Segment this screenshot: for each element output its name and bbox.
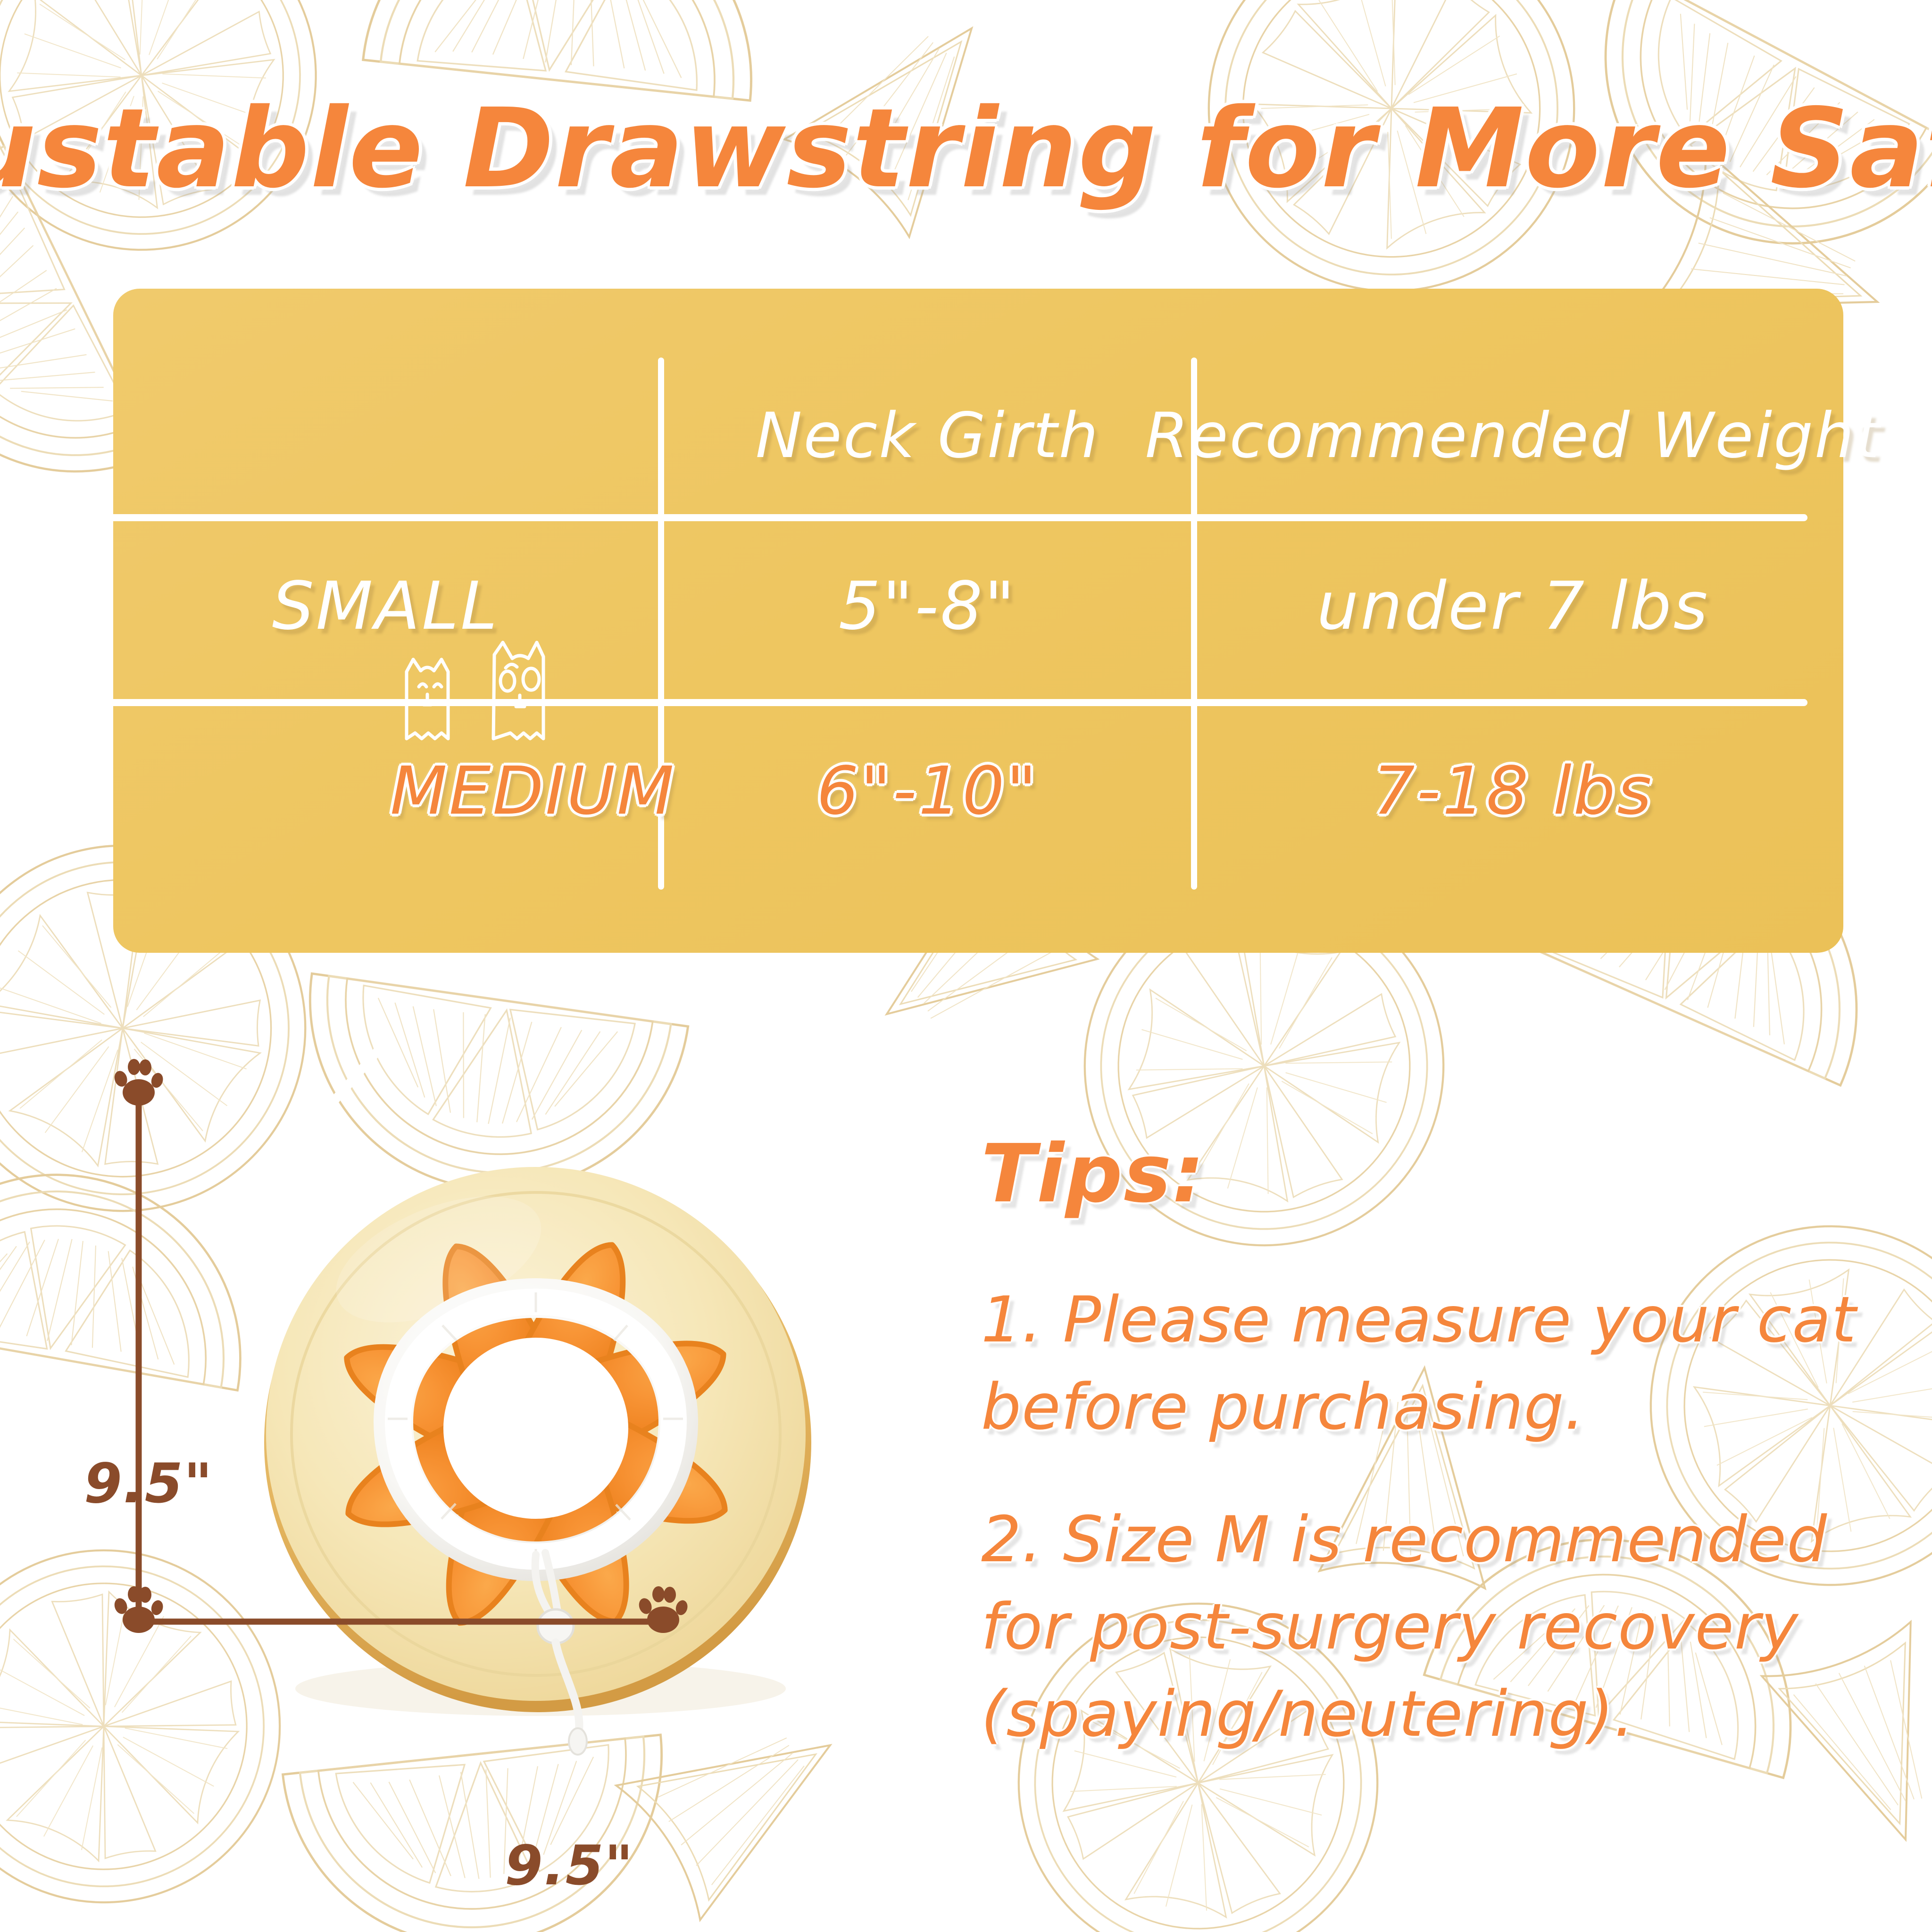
column-header-neck-girth: Neck Girth	[755, 400, 1100, 472]
page-title: Adjustable Drawstring for More Safety	[0, 71, 1932, 226]
column-header-recommended-weight: Recommended Weight	[1145, 400, 1882, 472]
table-row-divider-2	[102, 699, 1807, 706]
row-small-weight: under 7 lbs	[1316, 568, 1710, 645]
row-medium-neck-girth: 6"-10"	[816, 753, 1039, 830]
tip-item-1: 1. Please measure your cat before purcha…	[981, 1283, 1857, 1444]
dimension-guides	[112, 1059, 690, 1633]
row-small-neck-girth: 5"-8"	[838, 568, 1017, 645]
paw-print-icon-top	[112, 1059, 165, 1106]
page-title-text: Adjustable Drawstring for More Safety	[0, 85, 1932, 212]
table-row-divider-1	[102, 514, 1807, 521]
two-cats-icon	[405, 641, 545, 741]
product-image-recovery-collar	[264, 1167, 811, 1756]
table-column-divider-2	[1191, 358, 1197, 890]
row-medium-size-label: MEDIUM	[390, 753, 676, 830]
paw-print-icon-right	[637, 1586, 690, 1633]
tips-heading: Tips:	[981, 1127, 1206, 1221]
paw-print-icon-corner	[112, 1586, 165, 1633]
table-column-divider-1	[658, 358, 664, 890]
tips-section: Tips: 1. Please measure your cat before …	[981, 1127, 1906, 1803]
row-medium-weight: 7-18 lbs	[1373, 753, 1654, 830]
size-chart-card: Neck Girth Recommended Weight SMALL 5"-8…	[102, 289, 1882, 1112]
row-small-size-label: SMALL	[272, 568, 500, 645]
dimension-height-label: 9.5"	[84, 1452, 213, 1516]
tip-item-2: 2. Size M is recommended for post-surger…	[981, 1502, 1828, 1751]
dimension-width-label: 9.5"	[505, 1834, 634, 1898]
